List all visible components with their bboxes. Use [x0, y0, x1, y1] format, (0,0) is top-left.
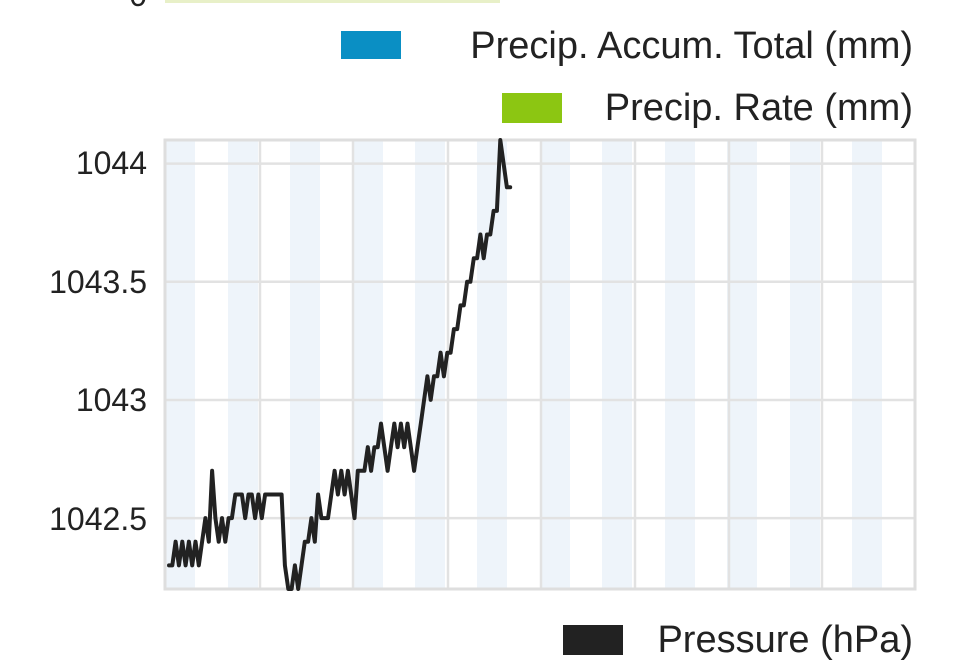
background-band: [852, 140, 882, 589]
background-bands: [165, 140, 882, 589]
precip-chart: 0 Precip. Accum. Total (mm) Precip. Rate…: [129, 0, 913, 129]
background-band: [665, 140, 695, 589]
background-band: [165, 140, 195, 589]
precip-chart-baseline: [165, 0, 500, 3]
y-tick-label-1043-5: 1043.5: [49, 264, 147, 300]
y-tick-label-1042-5: 1042.5: [49, 501, 147, 537]
background-band: [353, 140, 383, 589]
precip-y-tick-label: 0: [129, 0, 147, 13]
legend-swatch-precip-rate: [502, 93, 562, 123]
plot-border: [163, 138, 917, 591]
background-band: [477, 140, 507, 589]
legend-label-precip-rate: Precip. Rate (mm): [605, 87, 913, 129]
background-band: [228, 140, 258, 589]
y-tick-label-1044: 1044: [76, 145, 147, 181]
background-band: [790, 140, 820, 589]
legend-label-pressure: Pressure (hPa): [657, 619, 913, 661]
legend-label-precip-total: Precip. Accum. Total (mm): [470, 25, 913, 67]
legend-swatch-pressure: [563, 625, 623, 655]
background-band: [602, 140, 632, 589]
y-tick-label-1043: 1043: [76, 382, 147, 418]
background-band: [727, 140, 757, 589]
pressure-chart: 1044 1043.5 1043 1042.5 Pressure (hPa): [49, 138, 917, 661]
legend-swatch-precip-total: [341, 31, 401, 59]
pressure-series-line: [167, 138, 513, 591]
background-band: [540, 140, 570, 589]
